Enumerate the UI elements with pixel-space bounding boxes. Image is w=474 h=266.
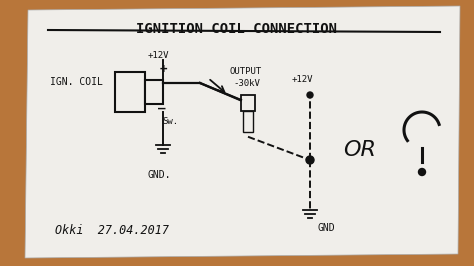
Text: IGNITION COIL CONNECTION: IGNITION COIL CONNECTION <box>137 22 337 36</box>
Text: +12V: +12V <box>147 51 169 60</box>
Circle shape <box>419 168 426 176</box>
Text: IGN. COIL: IGN. COIL <box>50 77 103 87</box>
Text: Sw.: Sw. <box>162 118 178 127</box>
Text: +: + <box>159 64 167 77</box>
Text: OR: OR <box>344 140 376 160</box>
Bar <box>145 80 163 104</box>
Circle shape <box>307 92 313 98</box>
Bar <box>241 95 255 111</box>
Text: GND.: GND. <box>148 170 172 180</box>
Text: -30kV: -30kV <box>233 78 260 88</box>
Bar <box>115 72 145 112</box>
Text: Okki  27.04.2017: Okki 27.04.2017 <box>55 223 169 236</box>
Text: GND: GND <box>318 223 336 233</box>
Bar <box>243 111 253 132</box>
Text: –: – <box>158 102 166 114</box>
Text: +12V: +12V <box>292 76 313 85</box>
Polygon shape <box>25 6 460 258</box>
Circle shape <box>306 156 314 164</box>
Text: OUTPUT: OUTPUT <box>230 68 262 77</box>
